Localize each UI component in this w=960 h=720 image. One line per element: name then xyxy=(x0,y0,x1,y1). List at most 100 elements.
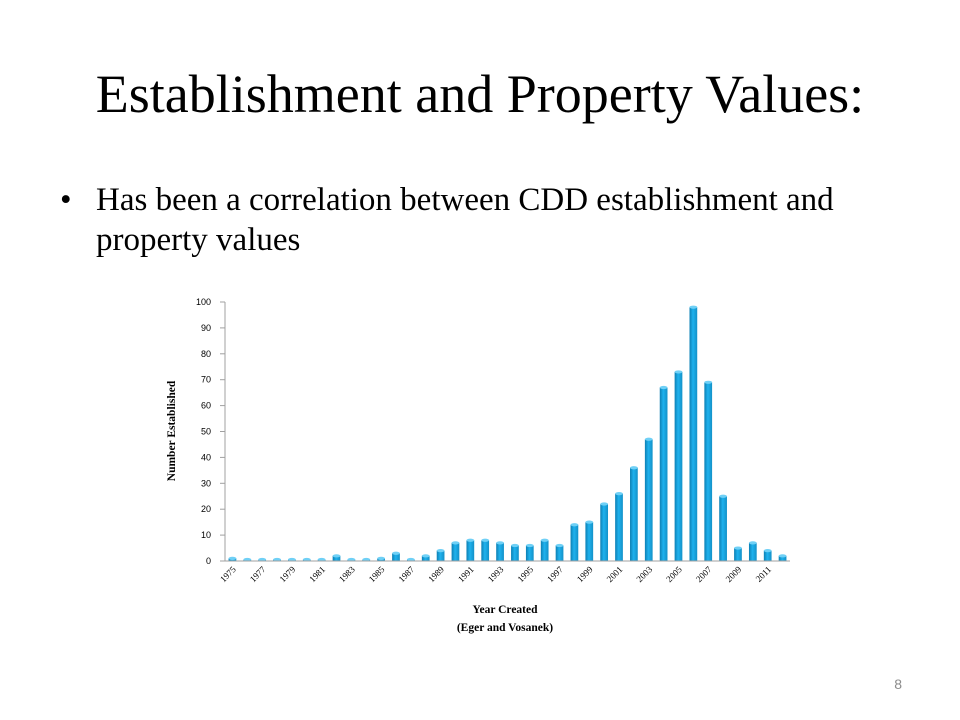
bar-cap xyxy=(481,538,490,542)
bar xyxy=(288,557,296,562)
bar xyxy=(317,557,326,562)
y-tick-label: 80 xyxy=(201,349,211,359)
bar-body xyxy=(734,548,742,561)
x-tick-label: 1999 xyxy=(575,564,595,584)
y-tick-label: 40 xyxy=(201,452,211,462)
bar-cap xyxy=(332,554,341,558)
bar-cap xyxy=(689,305,698,309)
bar-cap xyxy=(288,557,296,562)
bar-body xyxy=(748,542,757,561)
x-tick-label: 1975 xyxy=(218,564,238,584)
x-tick-label: 1995 xyxy=(515,564,535,584)
y-tick-label: 70 xyxy=(201,375,211,385)
bar-cap xyxy=(436,549,445,553)
x-tick-label: 1989 xyxy=(426,564,446,584)
bar-cap xyxy=(778,554,787,558)
bar xyxy=(644,437,653,561)
y-tick-label: 50 xyxy=(201,427,211,437)
bar-body xyxy=(421,555,430,561)
bar-cap xyxy=(228,556,237,561)
bar xyxy=(763,549,772,561)
x-tick-label: 2003 xyxy=(634,564,654,584)
x-tick-label: 2005 xyxy=(664,564,684,584)
bar xyxy=(555,543,564,561)
bar-cap xyxy=(377,556,385,561)
bar-body xyxy=(570,524,579,561)
bar-cap xyxy=(258,557,267,562)
bar xyxy=(704,380,713,561)
bar-body xyxy=(600,504,609,561)
bar xyxy=(615,492,623,561)
x-tick-label: 1983 xyxy=(337,564,357,584)
bar-cap xyxy=(421,554,430,558)
bar-cap xyxy=(243,557,252,562)
bar xyxy=(228,556,237,561)
bar-cap xyxy=(451,541,460,545)
y-tick-label: 10 xyxy=(201,530,211,540)
bar xyxy=(421,554,430,561)
bar-body xyxy=(585,522,594,561)
bar xyxy=(466,538,475,561)
x-tick-label: 1985 xyxy=(367,564,387,584)
bar xyxy=(630,466,638,561)
bar-cap xyxy=(630,466,638,470)
y-tick-label: 20 xyxy=(201,504,211,514)
bar-cap xyxy=(273,557,281,562)
bar-cap xyxy=(734,546,742,550)
bar xyxy=(273,557,281,562)
bar-cap xyxy=(362,557,371,562)
bar xyxy=(525,543,534,561)
bar xyxy=(585,520,594,561)
bar xyxy=(451,541,460,561)
bar-cap xyxy=(302,557,311,562)
y-tick-label: 0 xyxy=(206,556,211,566)
bar xyxy=(481,538,490,561)
slide-title: Establishment and Property Values: xyxy=(95,64,865,124)
bar-chart: 0 10 20 30 40 50 60 70 80 90 100 1975 1977 1979 1981 1… xyxy=(166,297,790,634)
bar xyxy=(347,557,356,562)
bar xyxy=(570,523,579,561)
bar-body xyxy=(763,550,772,561)
bar xyxy=(674,370,683,561)
bar-body xyxy=(540,540,549,561)
bar-cap xyxy=(748,541,757,545)
bar-body xyxy=(644,439,653,561)
bar xyxy=(392,551,400,561)
x-tick-label: 2009 xyxy=(724,564,744,584)
bar-cap xyxy=(317,557,326,562)
bar xyxy=(689,305,698,561)
bar xyxy=(778,554,787,561)
bar xyxy=(748,541,757,561)
bar-body xyxy=(511,545,519,561)
bar-cap xyxy=(704,380,713,384)
x-axis-subtitle: (Eger and Vosanek) xyxy=(457,622,553,634)
bar-cap xyxy=(600,502,609,506)
bar xyxy=(258,557,267,562)
x-tick-label: 1977 xyxy=(248,564,268,584)
bar-cap xyxy=(585,520,594,524)
bar-cap xyxy=(615,492,623,496)
bar xyxy=(719,494,727,561)
bar-body xyxy=(778,555,787,561)
bar-body xyxy=(332,555,341,561)
x-tick-label: 1979 xyxy=(278,564,298,584)
bar xyxy=(511,543,519,561)
bar-body xyxy=(436,550,445,561)
bar xyxy=(600,502,609,561)
bar xyxy=(243,557,252,562)
x-tick-label: 2007 xyxy=(694,564,714,584)
bar-cap xyxy=(496,541,504,545)
bar-body xyxy=(466,540,475,561)
bar-cap xyxy=(392,551,400,555)
bar xyxy=(436,549,445,561)
bar-cap xyxy=(644,437,653,441)
x-tick-label: 1991 xyxy=(456,564,476,584)
bar-body xyxy=(704,382,713,561)
bar-cap xyxy=(555,543,564,548)
bar xyxy=(406,557,415,562)
y-tick-label: 90 xyxy=(201,323,211,333)
y-tick-label: 30 xyxy=(201,478,211,488)
bar-cap xyxy=(525,543,534,548)
bar xyxy=(377,556,385,561)
y-tick-label: 60 xyxy=(201,401,211,411)
